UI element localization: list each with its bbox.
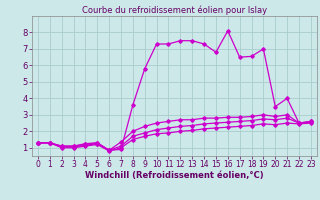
Title: Courbe du refroidissement éolien pour Islay: Courbe du refroidissement éolien pour Is… — [82, 6, 267, 15]
X-axis label: Windchill (Refroidissement éolien,°C): Windchill (Refroidissement éolien,°C) — [85, 171, 264, 180]
